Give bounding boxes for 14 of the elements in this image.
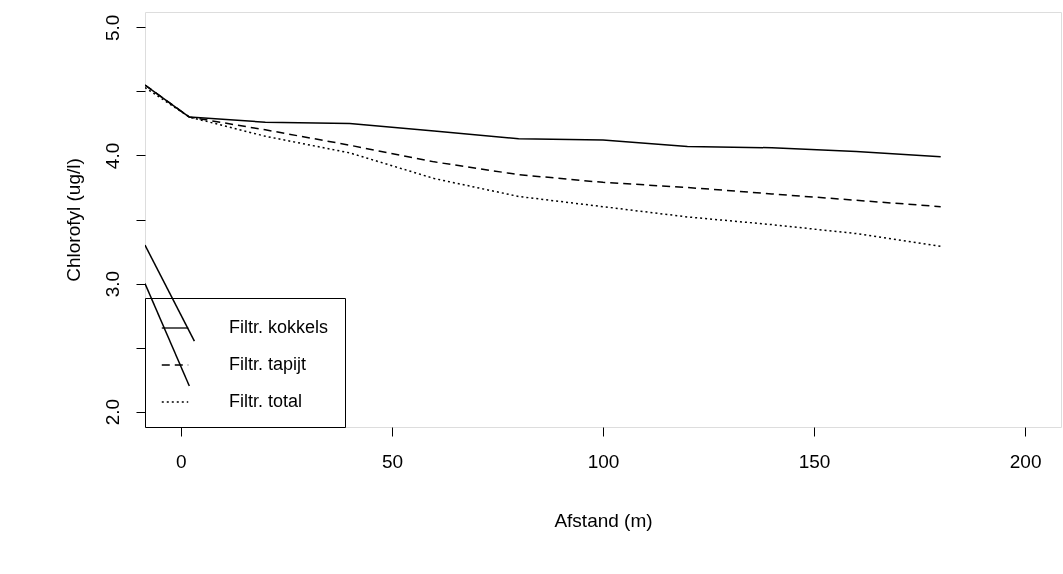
x-tick-label: 100 xyxy=(587,450,620,472)
x-tick-label: 50 xyxy=(381,450,404,472)
y-tick-label: 4.0 xyxy=(101,142,123,170)
y-axis-title: Chlorofyl (ug/l) xyxy=(62,158,84,282)
y-tick-label: 5.0 xyxy=(101,14,123,42)
y-tick-label: 2.0 xyxy=(101,398,123,426)
x-axis-title: Afstand (m) xyxy=(554,509,653,531)
legend-label: Filtr. total xyxy=(229,391,303,411)
y-tick-label: 3.0 xyxy=(101,270,123,298)
legend-label: Filtr. kokkels xyxy=(229,317,329,337)
x-tick-label: 150 xyxy=(798,450,831,472)
x-tick-label: 200 xyxy=(1009,450,1042,472)
legend-label: Filtr. tapijt xyxy=(229,354,307,374)
x-tick-label: 0 xyxy=(176,450,187,472)
